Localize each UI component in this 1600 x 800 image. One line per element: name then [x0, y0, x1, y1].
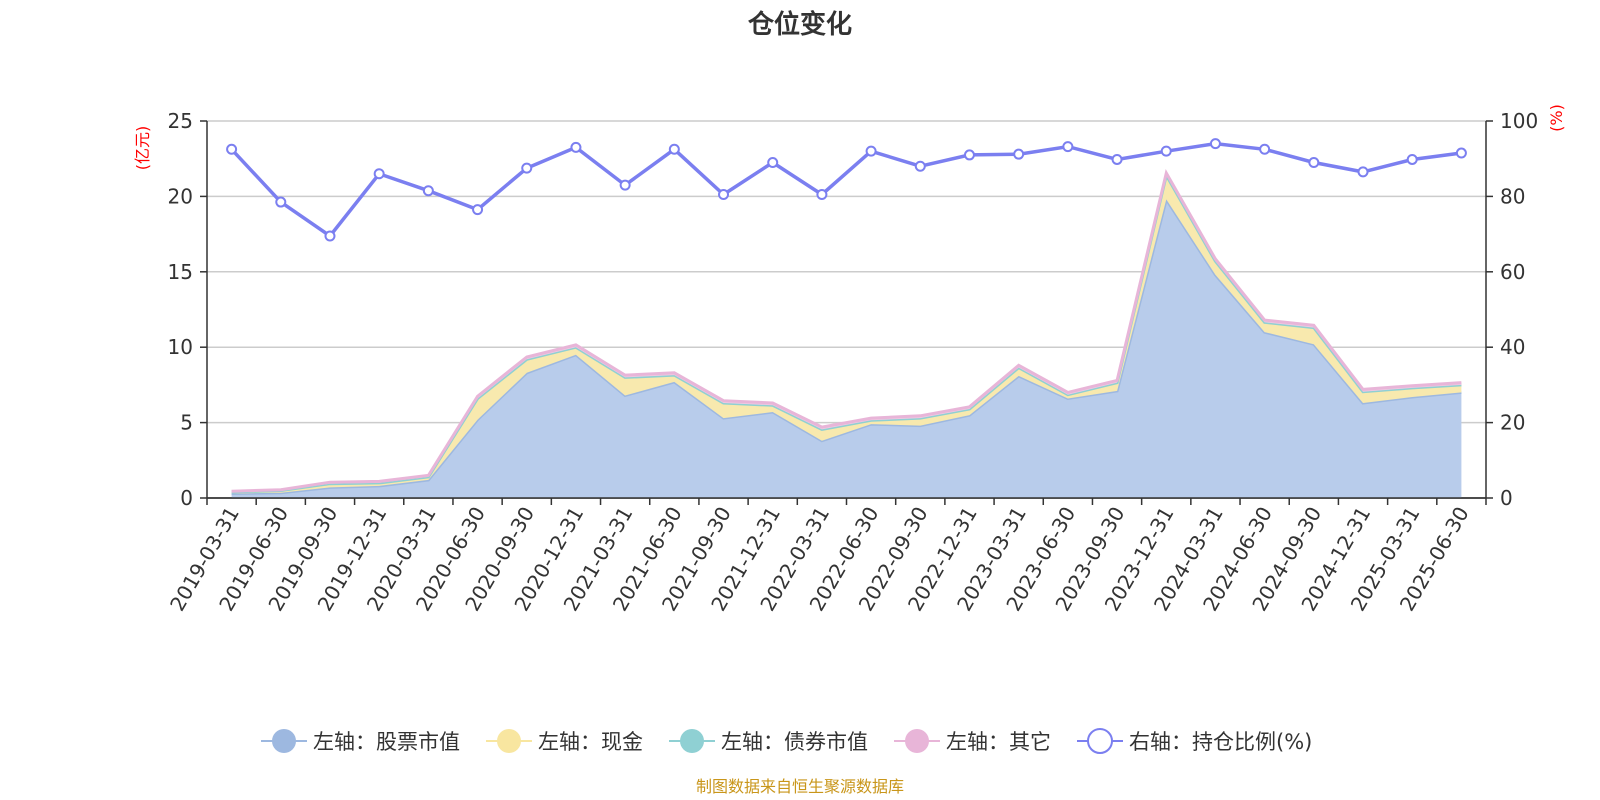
left-axis-unit: (亿元) — [133, 126, 152, 171]
right-tick-label: 0 — [1500, 486, 1513, 510]
ratio-point — [865, 145, 877, 157]
ratio-point — [1013, 148, 1025, 160]
ratio-line-path — [230, 141, 1462, 239]
ratio-point — [816, 189, 828, 201]
left-tick-label: 25 — [168, 109, 193, 133]
left-tick-label: 15 — [168, 260, 193, 284]
ratio-point — [767, 156, 779, 168]
legend-marker-icon — [1087, 728, 1113, 754]
ratio-line — [226, 138, 1467, 242]
right-tick-label: 60 — [1500, 260, 1525, 284]
legend-item: 左轴：现金 — [486, 729, 643, 754]
legend-marker-icon — [680, 729, 704, 753]
ratio-point — [1111, 153, 1123, 165]
ratio-point — [1209, 138, 1221, 150]
ratio-point — [373, 168, 385, 180]
legend-label: 左轴：债券市值 — [721, 730, 868, 754]
right-tick-label: 40 — [1500, 335, 1525, 359]
legend-label: 左轴：股票市值 — [313, 730, 460, 754]
right-tick-label: 100 — [1500, 109, 1538, 133]
ratio-point — [619, 179, 631, 191]
ratio-point — [570, 141, 582, 153]
legend-item: 左轴：债券市值 — [669, 729, 868, 754]
legend-item: 左轴：其它 — [894, 729, 1051, 754]
ratio-point — [226, 143, 238, 155]
left-tick-label: 20 — [168, 184, 193, 208]
ratio-point — [275, 196, 287, 208]
ratio-point — [914, 160, 926, 172]
area-edge-line — [231, 168, 1462, 493]
right-tick-label: 20 — [1500, 411, 1525, 435]
ratio-point — [1062, 141, 1074, 153]
ratio-point — [1259, 143, 1271, 155]
ratio-point — [718, 189, 730, 201]
legend-item: 左轴：股票市值 — [261, 729, 460, 754]
ratio-point — [472, 204, 484, 216]
right-tick-label: 80 — [1500, 184, 1525, 208]
legend-item: 右轴：持仓比例(%) — [1077, 728, 1312, 754]
stacked-areas — [231, 168, 1462, 498]
ratio-point — [668, 143, 680, 155]
area-band — [231, 199, 1462, 498]
data-source-note: 制图数据来自恒生聚源数据库 — [696, 777, 904, 796]
right-axis-unit: (%) — [1547, 104, 1566, 132]
left-tick-label: 5 — [180, 411, 193, 435]
left-tick-label: 0 — [180, 486, 193, 510]
ratio-point — [324, 230, 336, 242]
legend-label: 左轴：其它 — [946, 730, 1051, 754]
ratio-point — [1308, 156, 1320, 168]
ratio-point — [422, 185, 434, 197]
area-band — [231, 175, 1462, 494]
legend-marker-icon — [497, 729, 521, 753]
legend: 左轴：股票市值 左轴：现金 左轴：债券市值 左轴：其它 右轴：持仓比例(%) — [261, 728, 1312, 754]
ratio-point — [1160, 145, 1172, 157]
legend-marker-icon — [272, 729, 296, 753]
ratio-point — [1357, 166, 1369, 178]
ratio-point — [1455, 147, 1467, 159]
left-tick-label: 10 — [168, 335, 193, 359]
chart-title: 仓位变化 — [747, 9, 852, 40]
legend-marker-icon — [905, 729, 929, 753]
legend-label: 左轴：现金 — [538, 730, 643, 754]
ratio-point — [521, 162, 533, 174]
ratio-point — [963, 149, 975, 161]
ratio-point — [1406, 153, 1418, 165]
legend-label: 右轴：持仓比例(%) — [1129, 730, 1312, 754]
